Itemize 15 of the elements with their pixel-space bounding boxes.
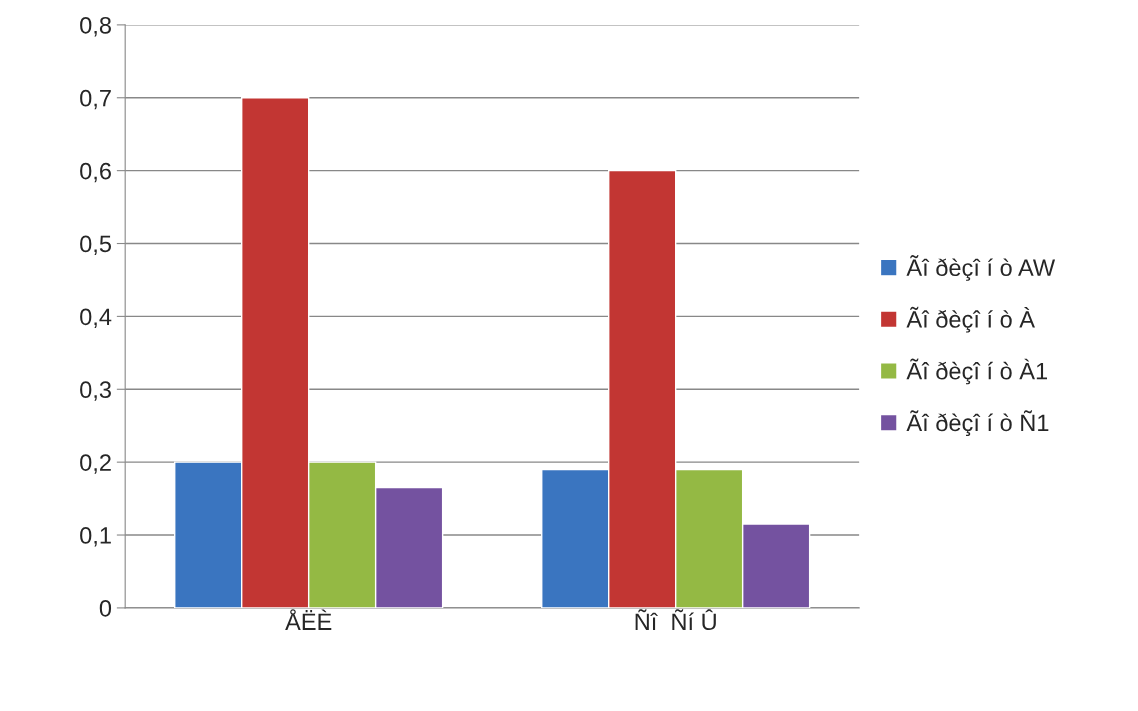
y-tick-label: 0,3 [80,381,111,401]
y-tick-label: 0,4 [80,308,112,328]
legend-label: Ãî ðèçî í ò AW [906,255,1056,281]
legend-label: Ãî ðèçî í ò À1 [906,358,1048,385]
y-tick-label: 0,6 [80,162,111,183]
x-tick-label: Ñî Ñí Û [635,609,716,631]
legend-label: Ãî ðèçî í ò Ñ1 [906,410,1049,436]
y-tick-label: 0,7 [80,89,111,110]
y-tick-label: 0,2 [80,454,111,474]
legend-label: Ãî ðèçî í ò À [906,306,1035,333]
y-tick-label: 0,8 [80,16,111,37]
y-tick-label: 0,1 [80,527,111,547]
y-tick-label: 0 [99,599,112,617]
x-tick-label: ÅËÈ [285,609,332,630]
y-tick-label: 0,5 [80,235,111,256]
